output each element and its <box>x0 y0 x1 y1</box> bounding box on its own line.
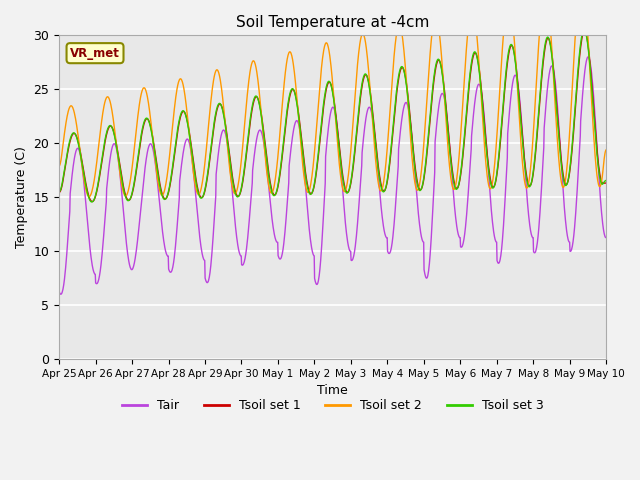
Tsoil set 1 <box>164 192 172 198</box>
Tsoil set 1 <box>602 180 610 186</box>
Tair <box>538 185 545 191</box>
Tsoil set 1 <box>239 181 246 187</box>
Title: Soil Temperature at -4cm: Soil Temperature at -4cm <box>236 15 429 30</box>
Tair <box>55 289 63 295</box>
Tsoil set 2 <box>490 174 497 180</box>
Tair <box>177 165 185 170</box>
Y-axis label: Temperature (C): Temperature (C) <box>15 146 28 248</box>
Tsoil set 3 <box>239 180 246 185</box>
Tair <box>239 262 246 268</box>
Tsoil set 2 <box>55 163 63 169</box>
Tsoil set 3 <box>55 189 63 194</box>
Line: Tsoil set 3: Tsoil set 3 <box>59 30 606 202</box>
Tsoil set 3 <box>418 185 426 191</box>
Tsoil set 3 <box>580 27 588 33</box>
Tsoil set 1 <box>418 185 426 191</box>
Tsoil set 2 <box>164 168 172 173</box>
Tair <box>602 235 610 240</box>
Tair <box>584 54 592 60</box>
Tsoil set 1 <box>490 184 497 190</box>
Tsoil set 1 <box>55 190 63 195</box>
Tsoil set 3 <box>164 191 172 197</box>
Text: VR_met: VR_met <box>70 47 120 60</box>
Tsoil set 2 <box>602 147 610 153</box>
Tsoil set 2 <box>177 76 185 82</box>
Tsoil set 3 <box>602 178 610 183</box>
Tsoil set 2 <box>239 147 246 153</box>
Line: Tair: Tair <box>59 57 606 294</box>
Tsoil set 3 <box>490 185 497 191</box>
Tair <box>490 226 497 231</box>
Tair <box>164 253 172 259</box>
Tsoil set 1 <box>580 28 588 34</box>
Tair <box>57 291 65 297</box>
Tsoil set 1 <box>177 112 185 118</box>
Tsoil set 2 <box>418 165 426 170</box>
Tsoil set 1 <box>538 77 545 83</box>
Line: Tsoil set 1: Tsoil set 1 <box>59 31 606 202</box>
Tsoil set 2 <box>85 194 93 200</box>
Tsoil set 3 <box>538 73 545 79</box>
Tsoil set 3 <box>177 110 185 116</box>
Tsoil set 1 <box>88 199 96 204</box>
Legend: Tair, Tsoil set 1, Tsoil set 2, Tsoil set 3: Tair, Tsoil set 1, Tsoil set 2, Tsoil se… <box>116 395 548 418</box>
Line: Tsoil set 2: Tsoil set 2 <box>59 0 606 197</box>
Tair <box>418 236 426 241</box>
Tsoil set 3 <box>88 199 96 205</box>
X-axis label: Time: Time <box>317 384 348 397</box>
Tsoil set 2 <box>538 4 545 10</box>
